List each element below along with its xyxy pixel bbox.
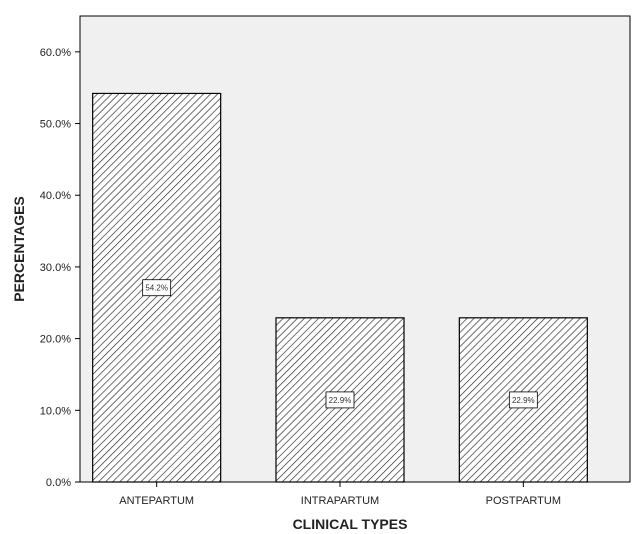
data-label-box <box>142 279 172 297</box>
x-axis-title: CLINICAL TYPES <box>293 516 408 532</box>
y-tick-label: 40.0% <box>40 190 71 202</box>
data-label: 54.2% <box>145 284 168 293</box>
y-tick-label: 10.0% <box>40 405 71 417</box>
bars: 54.2% 22.9% 22.9% <box>92 92 588 483</box>
x-tick-label: INTRAPARTUM <box>301 495 379 507</box>
y-tick-label: 30.0% <box>40 262 71 274</box>
data-label: 22.9% <box>512 396 535 405</box>
data-label-box <box>508 391 538 409</box>
y-axis-ticks: 0.0% 10.0% 20.0% 30.0% 40.0% 50.0% 60.0% <box>40 47 80 489</box>
x-axis-ticks: ANTEPARTUM INTRAPARTUM POSTPARTUM <box>119 482 561 507</box>
y-tick-label: 50.0% <box>40 119 71 131</box>
data-label-box <box>325 391 355 409</box>
data-label: 22.9% <box>329 396 352 405</box>
y-axis-title: PERCENTAGES <box>11 196 27 302</box>
x-tick-label: ANTEPARTUM <box>119 495 194 507</box>
y-tick-label: 0.0% <box>46 477 71 489</box>
x-tick-label: POSTPARTUM <box>486 495 561 507</box>
y-tick-label: 60.0% <box>40 47 71 59</box>
y-tick-label: 20.0% <box>40 334 71 346</box>
